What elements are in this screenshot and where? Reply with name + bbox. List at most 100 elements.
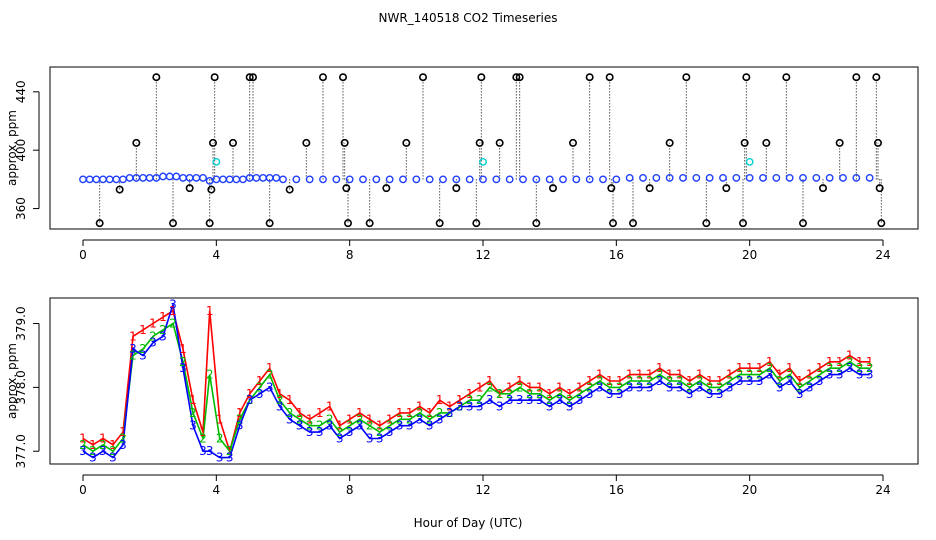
sample-point [692, 174, 701, 182]
series-marker-3: 3 [516, 393, 524, 407]
bottom-y-tick-label: 379.0 [14, 306, 28, 340]
series-marker-1: 1 [776, 368, 784, 382]
sample-point [865, 174, 874, 182]
series-marker-3: 3 [99, 444, 107, 458]
series-marker-2: 2 [486, 380, 494, 394]
bottom-x-tick-label: 20 [742, 483, 757, 497]
sample-point [385, 175, 394, 184]
series-marker-3: 3 [766, 368, 774, 382]
series-marker-3: 3 [246, 393, 254, 407]
bottom-x-tick-label: 16 [609, 483, 624, 497]
series-marker-2: 2 [696, 374, 704, 388]
series-marker-2: 2 [286, 406, 294, 420]
sample-point [139, 174, 147, 182]
series-marker-2: 2 [396, 412, 404, 426]
series-marker-2: 2 [596, 374, 604, 388]
series-marker-2: 2 [79, 438, 87, 452]
series-marker-2: 2 [89, 444, 97, 458]
series-marker-3: 3 [576, 393, 584, 407]
panel-top-axes: 0 4 8 12 16 20 24 360 400 440 [14, 80, 891, 262]
series-marker-3: 3 [736, 374, 744, 388]
series-marker-3: 3 [286, 412, 294, 426]
series-marker-1: 1 [686, 374, 694, 388]
series-marker-3: 3 [586, 387, 594, 401]
series-marker-2: 2 [346, 419, 354, 433]
outlier-point [738, 219, 747, 228]
series-marker-1: 1 [296, 406, 304, 420]
series-marker-2: 2 [179, 355, 187, 369]
series-marker-1: 1 [446, 400, 454, 414]
outlier-point [722, 184, 731, 193]
series-marker-1: 1 [149, 317, 157, 331]
series-marker-1: 1 [566, 387, 574, 401]
sample-point [585, 175, 594, 184]
sample-point [119, 175, 127, 184]
series-line-3 [82, 304, 870, 459]
series-marker-2: 2 [366, 419, 374, 433]
series-marker-2: 2 [606, 380, 614, 394]
sample-point [519, 175, 527, 184]
series-marker-2: 2 [416, 406, 424, 420]
sample-point [559, 175, 567, 184]
outlier-point [452, 184, 461, 193]
sample-point [492, 175, 501, 184]
series-marker-1: 1 [436, 393, 444, 407]
series-marker-3: 3 [536, 393, 544, 407]
outlier-point [302, 138, 311, 147]
series-marker-1: 1 [656, 361, 664, 375]
series-marker-1: 1 [516, 374, 524, 388]
series-marker-1: 1 [226, 444, 234, 458]
top-x-tick-label: 16 [609, 248, 624, 262]
flagged-point [212, 157, 221, 166]
series-marker-2: 2 [119, 431, 127, 445]
sample-point [92, 175, 101, 184]
series-marker-1: 1 [189, 393, 197, 407]
outlier-point [585, 73, 594, 82]
series-marker-2: 2 [356, 412, 364, 426]
sample-point [372, 175, 381, 184]
chart-title: NWR_140518 CO2 Timeseries [379, 11, 558, 25]
outlier-point [835, 138, 844, 147]
outlier-point [245, 73, 254, 82]
series-marker-3: 3 [636, 380, 644, 394]
panel-full-range: approx. ppm 0 4 8 12 16 20 24 360 400 440 [5, 66, 919, 262]
outlier-point [318, 73, 327, 82]
series-marker-2: 2 [816, 368, 824, 382]
series-marker-1: 1 [416, 400, 424, 414]
series-marker-1: 1 [386, 412, 394, 426]
outlier-point [645, 184, 654, 193]
series-marker-3: 3 [616, 387, 624, 401]
series-marker-3: 3 [706, 387, 714, 401]
y-axis-label-top: approx. ppm [5, 110, 19, 186]
outlier-point [798, 219, 807, 228]
outlier-point [872, 73, 881, 82]
top-x-tick-label: 8 [346, 248, 354, 262]
series-marker-2: 2 [316, 419, 324, 433]
series-marker-2: 2 [726, 374, 734, 388]
series-marker-1: 1 [666, 368, 674, 382]
sample-point [199, 174, 207, 182]
series-line-2 [82, 322, 870, 453]
outlier-point [249, 73, 258, 82]
sample-point [305, 175, 314, 184]
sample-point [852, 174, 861, 182]
outlier-point [607, 184, 616, 193]
series-marker-3: 3 [396, 419, 404, 433]
series-marker-3: 3 [826, 368, 834, 382]
sample-point [99, 175, 107, 184]
outlier-point [532, 219, 541, 228]
top-y-tick-label: 400 [14, 139, 28, 162]
outlier-point [285, 185, 294, 194]
series-marker-1: 1 [99, 431, 107, 445]
series-marker-3: 3 [566, 400, 574, 414]
series-marker-1: 1 [646, 368, 654, 382]
top-x-tick-label: 20 [742, 248, 757, 262]
series-marker-2: 2 [446, 406, 454, 420]
series-marker-1: 1 [816, 361, 824, 375]
series-marker-1: 1 [456, 393, 464, 407]
panel-bottom-lines [82, 304, 870, 459]
series-marker-3: 3 [336, 431, 344, 445]
sample-point [452, 175, 461, 184]
